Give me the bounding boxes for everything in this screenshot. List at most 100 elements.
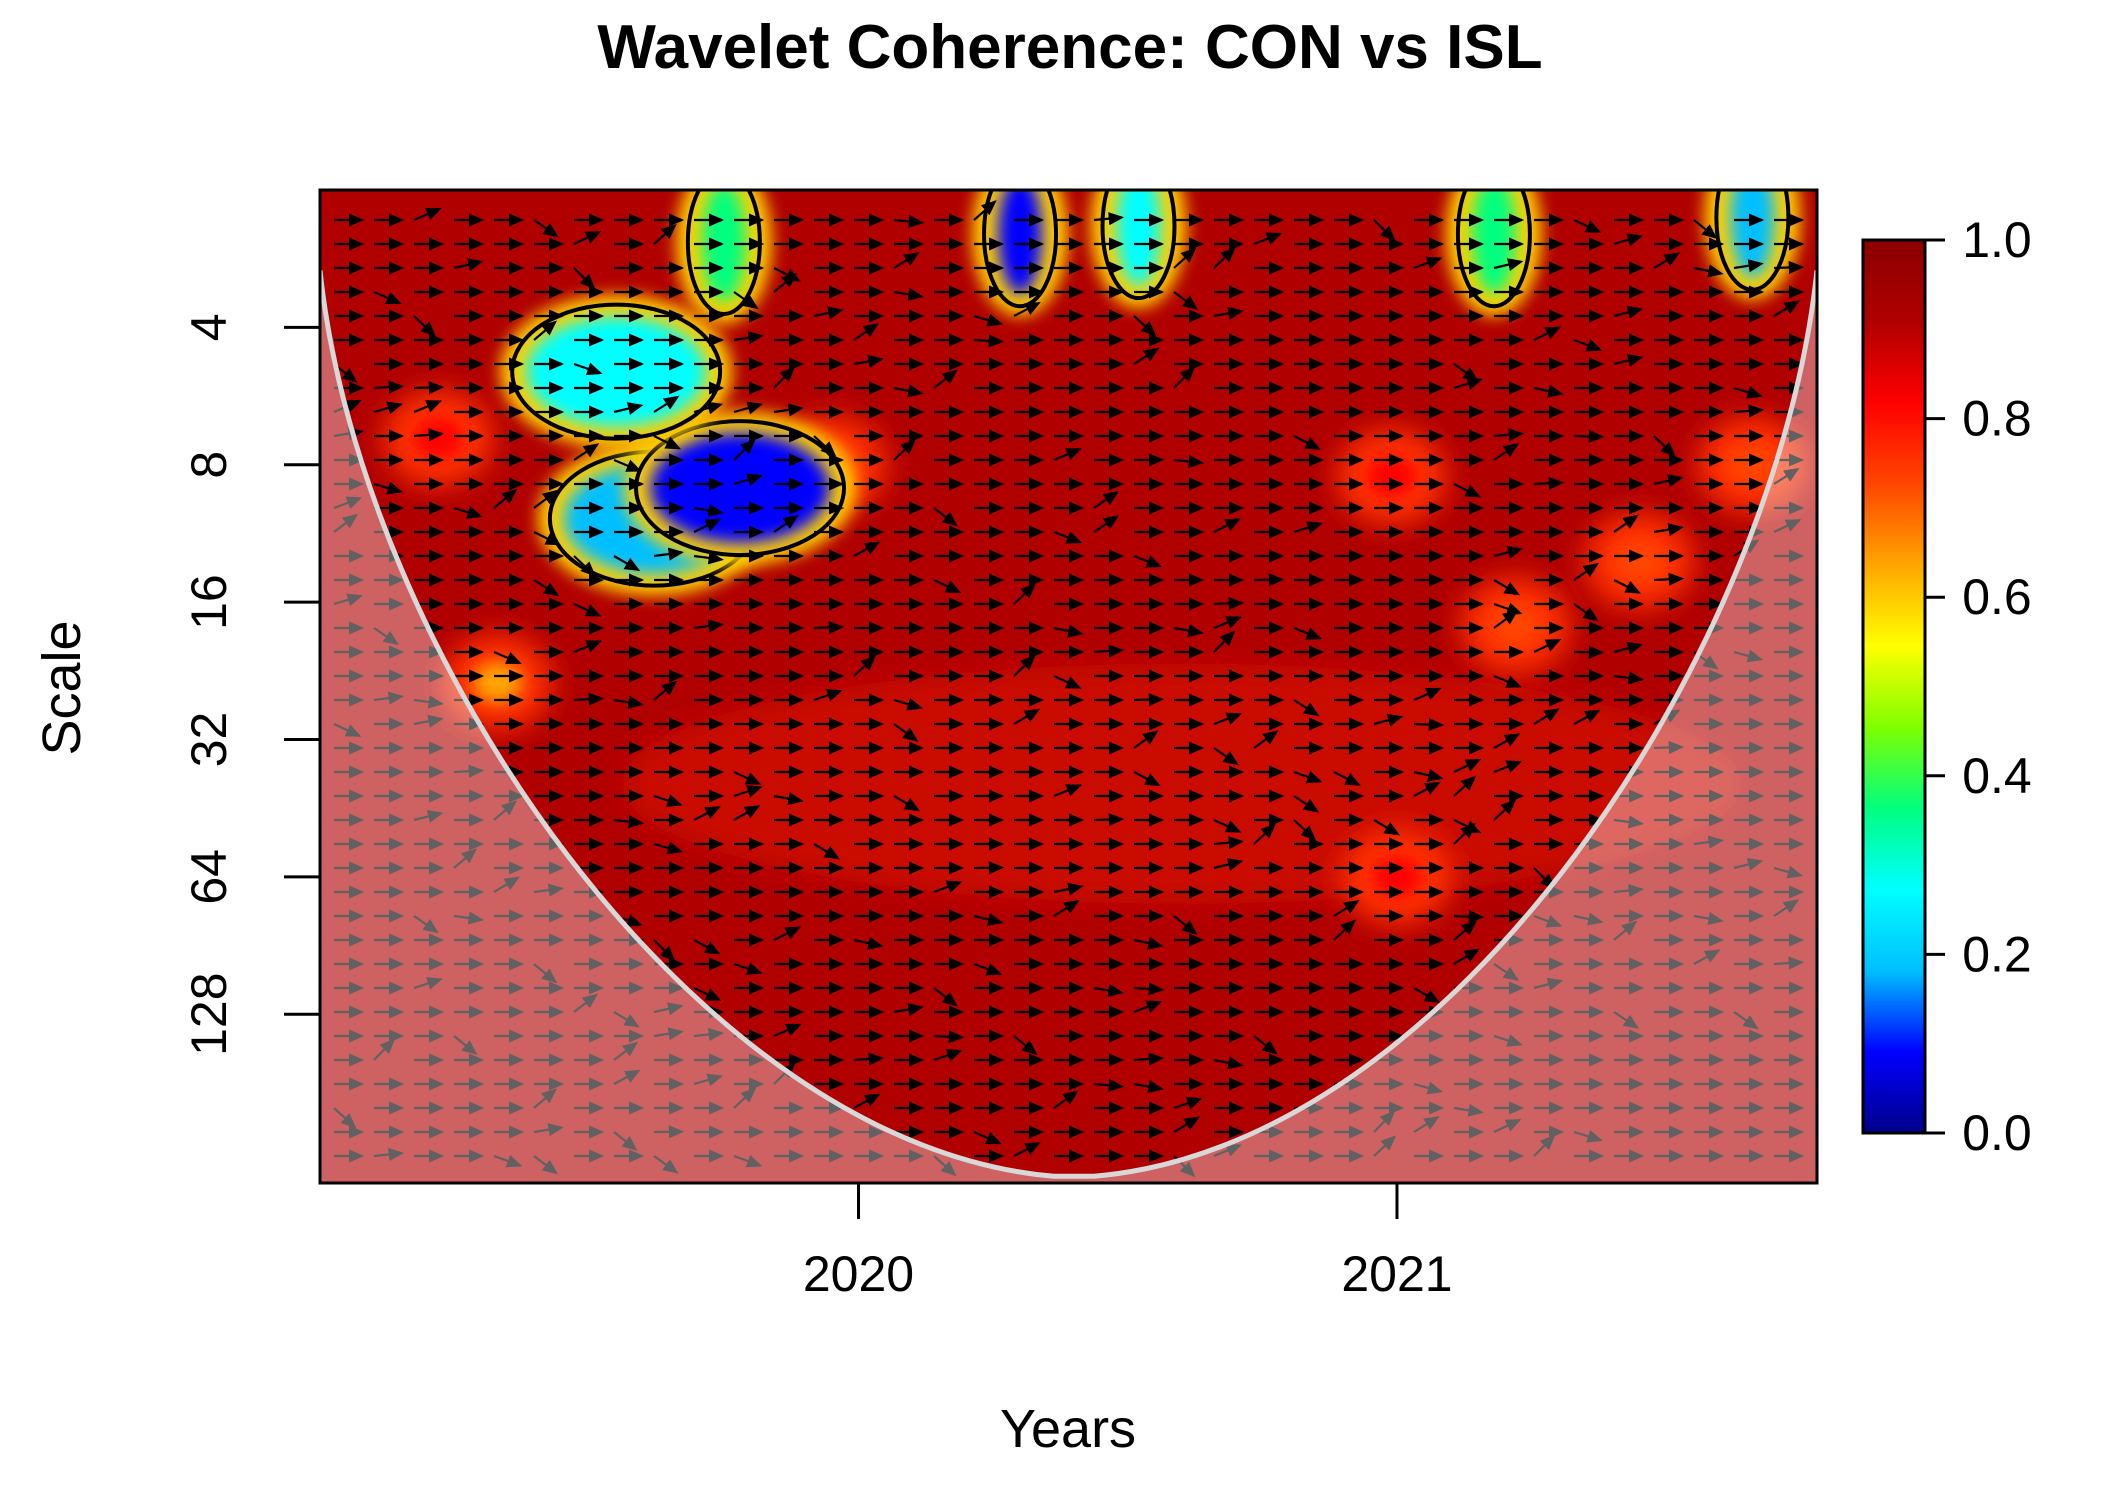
phase-arrow xyxy=(1253,823,1277,845)
phase-arrow xyxy=(373,691,404,705)
colorbar-tick-label: 0.2 xyxy=(1962,926,2032,982)
phase-arrow xyxy=(533,219,559,238)
phase-arrow xyxy=(453,1035,478,1056)
phase-arrow xyxy=(1533,326,1562,341)
phase-arrow xyxy=(733,291,759,310)
phase-arrow xyxy=(933,880,963,894)
phase-arrow xyxy=(1253,1035,1278,1055)
y-tick-label: 128 xyxy=(181,972,237,1055)
phase-arrow xyxy=(1133,693,1165,707)
phase-arrow xyxy=(533,531,562,546)
phase-arrow xyxy=(1613,233,1644,247)
phase-arrow xyxy=(373,401,404,415)
phase-arrow xyxy=(973,912,1004,926)
phase-arrow xyxy=(893,252,920,269)
phase-arrow xyxy=(1173,247,1197,269)
phase-arrow xyxy=(613,1041,639,1061)
phase-arrow xyxy=(1373,1135,1397,1157)
phase-arrows xyxy=(333,200,1805,1178)
phase-arrow xyxy=(1493,1119,1522,1133)
phase-arrow xyxy=(933,1030,965,1044)
phase-arrow xyxy=(1053,448,1082,462)
phase-arrow xyxy=(1213,247,1236,269)
phase-arrow xyxy=(853,354,884,368)
phase-arrow xyxy=(1653,474,1684,488)
phase-arrow xyxy=(1493,258,1524,272)
significance-contour xyxy=(1100,190,1177,301)
phase-arrow xyxy=(933,579,962,594)
phase-arrow xyxy=(693,939,721,955)
y-tick-label: 32 xyxy=(181,712,237,768)
phase-arrow xyxy=(1453,910,1485,924)
phase-arrow xyxy=(1133,936,1164,950)
phase-arrow xyxy=(1493,963,1520,981)
phase-arrow xyxy=(1213,1056,1244,1070)
phase-arrow xyxy=(1613,354,1644,367)
phase-arrow xyxy=(533,579,560,597)
phase-arrow xyxy=(653,939,676,962)
phase-arrow xyxy=(1373,219,1396,242)
phase-arrow xyxy=(1213,616,1242,630)
phase-arrow xyxy=(1093,644,1125,658)
phase-arrow xyxy=(1693,835,1724,849)
phase-arrow xyxy=(573,555,596,577)
phase-arrow xyxy=(333,513,359,533)
phase-arrow xyxy=(1613,884,1645,898)
phase-arrow xyxy=(1213,630,1236,653)
phase-arrow xyxy=(933,507,958,527)
phase-arrow xyxy=(1733,1011,1759,1030)
phase-arrow xyxy=(1293,626,1323,640)
phase-arrow xyxy=(1653,740,1685,755)
phase-arrow xyxy=(573,267,596,290)
x-axis: 2020 2021 xyxy=(803,1183,1453,1302)
phase-arrow xyxy=(1733,404,1765,418)
phase-arrow xyxy=(733,962,763,975)
phase-arrow xyxy=(1613,920,1638,941)
phase-arrow xyxy=(1573,338,1603,352)
moderate-coherence-core xyxy=(473,662,522,703)
colorbar xyxy=(1861,238,1927,1135)
phase-arrow xyxy=(653,1027,684,1041)
phase-arrow xyxy=(693,1027,725,1042)
phase-arrow xyxy=(613,1069,641,1085)
phase-arrow xyxy=(413,380,445,395)
phase-arrow xyxy=(493,876,520,893)
low-coherence-region xyxy=(1730,190,1775,278)
phase-arrow xyxy=(1013,1142,1041,1157)
cone-of-influence-shading xyxy=(320,270,1817,1183)
phase-arrow xyxy=(1293,819,1317,841)
phase-arrow xyxy=(893,287,924,301)
phase-arrow xyxy=(1773,865,1804,879)
phase-arrow xyxy=(1093,983,1124,997)
phase-arrow xyxy=(573,692,605,706)
phase-arrow xyxy=(373,627,399,646)
phase-arrow xyxy=(1573,429,1605,444)
moderate-coherence-core xyxy=(1615,540,1664,581)
phase-arrow xyxy=(1053,899,1080,917)
phase-arrow xyxy=(893,723,919,742)
phase-arrow xyxy=(1213,836,1245,850)
phase-arrow xyxy=(413,977,443,990)
phase-arrow xyxy=(1213,858,1244,871)
phase-arrow xyxy=(533,963,558,984)
phase-arrow xyxy=(1253,573,1285,587)
phase-arrow xyxy=(1453,483,1482,498)
phase-arrow xyxy=(1053,624,1084,638)
phase-arrow xyxy=(1733,649,1764,663)
x-tick-label: 2021 xyxy=(1341,1246,1452,1302)
phase-arrow xyxy=(453,848,477,869)
phase-arrow xyxy=(1173,291,1199,310)
phase-arrow xyxy=(1213,1144,1242,1158)
phase-arrow xyxy=(853,655,877,677)
phase-arrow xyxy=(693,551,724,565)
phase-arrow xyxy=(1493,428,1525,442)
phase-arrow xyxy=(773,1062,796,1085)
colorbar-tick-label: 0.8 xyxy=(1962,391,2032,447)
phase-arrow xyxy=(1253,730,1279,749)
phase-arrow xyxy=(973,334,1005,348)
phase-arrow xyxy=(813,843,840,860)
phase-arrow xyxy=(613,1131,638,1151)
phase-arrow xyxy=(933,1048,963,1062)
phase-arrow xyxy=(1293,770,1323,784)
phase-arrow xyxy=(573,362,603,376)
